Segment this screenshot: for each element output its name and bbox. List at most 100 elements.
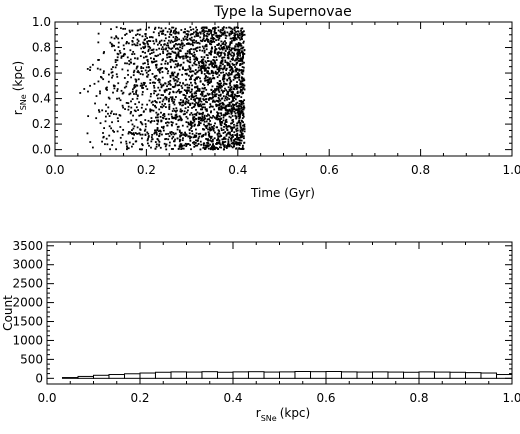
scatter-point — [233, 108, 236, 111]
scatter-point — [180, 63, 183, 66]
scatter-point — [162, 50, 164, 53]
scatter-point — [237, 50, 240, 53]
scatter-point — [174, 75, 177, 78]
scatter-point — [232, 47, 234, 50]
scatter-point — [233, 104, 236, 107]
scatter-point — [214, 27, 217, 30]
scatter-point — [240, 131, 243, 134]
scatter-point — [221, 101, 224, 104]
scatter-point — [220, 118, 222, 120]
histogram-bar — [61, 377, 79, 379]
scatter-point — [113, 49, 116, 52]
scatter-point — [212, 38, 215, 41]
scatter-point — [241, 146, 244, 149]
scatter-point — [159, 68, 162, 71]
scatter-point — [186, 83, 189, 86]
scatter-point — [155, 106, 158, 109]
scatter-point — [99, 92, 101, 95]
scatter-point — [189, 91, 192, 94]
scatter-point — [116, 90, 119, 92]
scatter-point — [193, 145, 196, 148]
scatter-point — [230, 86, 233, 88]
scatter-point — [241, 101, 243, 103]
scatter-point — [133, 53, 136, 55]
scatter-point — [139, 121, 142, 123]
scatter-point — [156, 119, 158, 122]
scatter-point — [237, 115, 240, 118]
scatter-point — [198, 135, 201, 138]
scatter-point — [171, 115, 173, 118]
scatter-point — [140, 70, 143, 73]
scatter-point — [218, 139, 221, 142]
scatter-point — [221, 32, 224, 35]
scatter-point — [132, 50, 135, 53]
scatter-point — [239, 54, 241, 57]
scatter-point — [111, 74, 114, 77]
scatter-point — [214, 122, 216, 125]
scatter-point — [175, 76, 178, 79]
scatter-point — [204, 147, 207, 149]
scatter-point — [178, 145, 181, 148]
scatter-point — [231, 146, 234, 149]
scatter-point — [213, 30, 216, 33]
scatter-point — [136, 97, 139, 100]
scatter-point — [141, 50, 144, 53]
scatter-point — [215, 143, 217, 145]
scatter-point — [227, 103, 229, 106]
scatter-point — [105, 103, 107, 106]
scatter-point — [213, 56, 216, 59]
scatter-point — [240, 107, 243, 109]
scatter-point — [116, 117, 119, 120]
scatter-point — [186, 34, 189, 37]
scatter-point — [192, 98, 195, 101]
scatter-point — [114, 59, 117, 61]
scatter-point — [169, 33, 171, 36]
scatter-point — [240, 105, 243, 108]
scatter-point — [191, 43, 194, 45]
scatter-point — [233, 140, 236, 142]
scatter-point — [193, 55, 196, 58]
scatter-point — [167, 88, 170, 90]
scatter-point — [179, 56, 181, 58]
scatter-point — [227, 112, 229, 115]
y-tick-label: 1500 — [12, 315, 43, 329]
scatter-point — [154, 147, 157, 150]
scatter-point — [170, 30, 172, 33]
scatter-point — [231, 108, 234, 111]
scatter-point — [162, 129, 165, 132]
scatter-point — [180, 148, 183, 150]
scatter-point — [131, 145, 133, 148]
scatter-point — [165, 106, 167, 109]
scatter-point — [108, 97, 111, 100]
scatter-point — [197, 89, 200, 92]
scatter-point — [158, 101, 161, 104]
scatter-point — [241, 60, 243, 62]
scatter-point — [222, 32, 225, 34]
scatter-point — [222, 33, 225, 36]
scatter-point — [189, 104, 192, 106]
scatter-point — [168, 93, 171, 96]
scatter-point — [172, 90, 175, 93]
scatter-point — [182, 101, 185, 104]
scatter-point — [163, 112, 165, 115]
scatter-point — [174, 52, 177, 54]
scatter-point — [233, 47, 236, 50]
scatter-point — [208, 93, 211, 95]
scatter-point — [210, 88, 213, 91]
scatter-point — [176, 64, 179, 67]
scatter-point — [130, 119, 133, 122]
scatter-point — [147, 63, 149, 66]
scatter-point — [226, 31, 229, 34]
scatter-point — [237, 136, 240, 139]
scatter-point — [128, 93, 131, 96]
scatter-point — [209, 120, 211, 122]
scatter-point — [180, 39, 183, 42]
scatter-point — [143, 62, 146, 65]
scatter-point — [136, 38, 139, 41]
scatter-point — [149, 69, 151, 72]
x-tick-label: 0.4 — [228, 163, 247, 177]
scatter-point — [209, 97, 212, 100]
scatter-point — [157, 26, 160, 29]
scatter-point — [162, 48, 165, 51]
scatter-point — [138, 114, 141, 117]
